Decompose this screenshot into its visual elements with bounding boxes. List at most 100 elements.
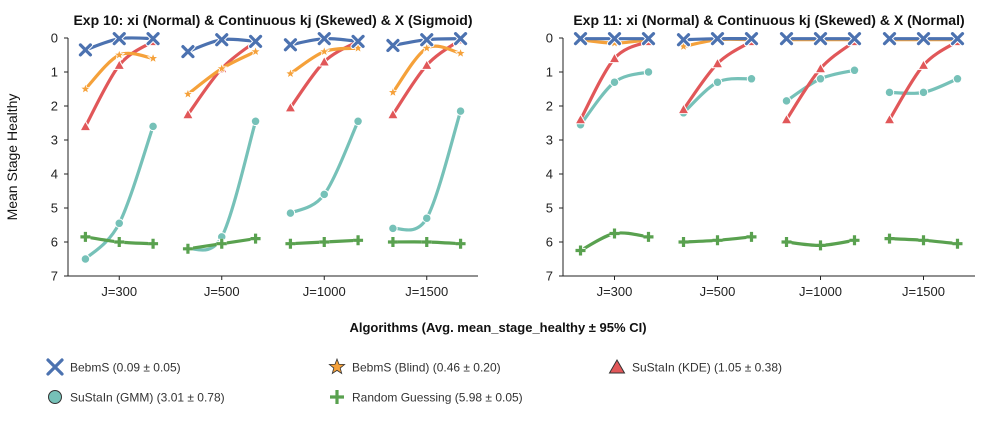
panel-2: Exp 11: xi (Normal) & Continuous kj (Ske… [546,12,975,299]
series-bebms [77,31,469,60]
data-point [881,31,898,47]
data-point [712,235,723,246]
x-tick-label: J=500 [204,284,240,299]
data-point [918,87,929,98]
data-point [113,58,126,70]
data-point [250,233,261,244]
data-point [952,74,963,84]
series-bebms_blind [79,41,467,100]
data-point [285,238,296,249]
x-tick-label: J=300 [101,284,137,299]
data-point [285,208,296,218]
data-point [386,108,400,120]
data-point [77,42,94,58]
data-point [849,235,860,246]
series-sustain_gmm [80,106,466,264]
legend-item-sustain_gmm: SuStaIn (GMM) (3.01 ± 0.78) [48,390,225,405]
data-point [746,231,757,242]
data-point [455,106,466,116]
data-point [609,228,620,239]
legend-marker [330,390,344,404]
data-point [746,74,757,84]
legend-label: Random Guessing (5.98 ± 0.05) [352,391,523,405]
y-tick-label: 5 [546,201,553,216]
x-tick-label: J=1000 [799,284,842,299]
series-bebms_blind [574,33,964,52]
y-tick-label: 1 [546,65,553,80]
y-tick-label: 1 [51,65,58,80]
legend-marker [608,358,626,374]
data-point [284,101,297,113]
data-point [574,113,587,125]
data-point [575,245,586,256]
x-tick-label: J=1500 [405,284,448,299]
data-point [678,237,689,247]
series-line [83,51,155,91]
series-line [391,109,463,232]
y-tick-label: 7 [546,269,553,284]
series-bebms [572,31,966,48]
data-point [883,113,896,125]
y-tick-label: 4 [546,167,553,182]
y-tick-label: 4 [51,167,58,182]
legend-marker [48,390,62,404]
data-point [319,237,330,247]
data-point [249,45,262,57]
series-line [186,39,258,117]
data-point [145,31,161,47]
data-point [216,238,227,249]
series-line [288,119,360,215]
data-point [387,237,398,247]
data-point [215,62,228,74]
data-point [80,254,91,264]
data-point [386,86,400,98]
data-point [284,67,297,79]
data-point [778,31,795,47]
data-point [353,116,363,127]
data-point [114,237,125,247]
data-point [643,67,654,77]
panel-title: Exp 10: xi (Normal) & Continuous kj (Ske… [73,12,472,28]
x-tick-label: J=1500 [902,284,945,299]
series-sustain_kde [79,33,467,132]
data-point [849,65,860,76]
data-point [952,238,963,249]
panel-1: Exp 10: xi (Normal) & Continuous kj (Ske… [51,12,478,299]
data-point [180,44,196,60]
y-tick-label: 7 [51,269,58,284]
y-tick-label: 2 [51,99,58,114]
data-point [781,237,792,247]
panel-title: Exp 11: xi (Normal) & Continuous kj (Ske… [573,12,964,28]
series-line [887,39,960,122]
y-tick-label: 5 [51,201,58,216]
y-tick-label: 0 [546,31,553,46]
data-point [452,31,469,47]
data-point [319,189,329,200]
data-point [711,57,724,69]
y-tick-label: 6 [546,235,553,250]
y-tick-label: 0 [51,31,58,46]
series-line [681,39,754,111]
data-point [111,31,127,47]
y-axis-label: Mean Stage Healthy [4,94,20,221]
data-point [182,243,193,254]
series-line [186,119,258,252]
data-point [181,87,195,100]
legend-item-sustain_kde: SuStaIn (KDE) (1.05 ± 0.38) [608,358,782,375]
data-point [80,231,91,242]
data-point [712,77,723,87]
x-tick-label: J=500 [700,284,736,299]
data-point [743,31,760,47]
data-point [114,218,124,229]
legend-marker [45,357,65,377]
data-point [113,48,126,61]
data-point [421,237,432,247]
data-point [148,238,159,249]
data-point [608,52,621,64]
data-point [420,58,433,70]
data-point [915,31,932,47]
data-point [422,213,432,223]
x-tick-label: J=300 [597,284,633,299]
data-point [812,31,829,47]
